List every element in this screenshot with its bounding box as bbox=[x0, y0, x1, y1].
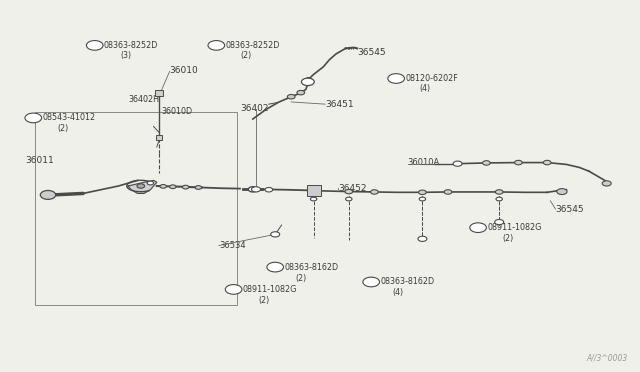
Text: 36402: 36402 bbox=[241, 105, 269, 113]
Circle shape bbox=[363, 277, 380, 287]
Text: B: B bbox=[394, 74, 399, 83]
Circle shape bbox=[147, 181, 154, 185]
Circle shape bbox=[195, 186, 202, 189]
Circle shape bbox=[470, 223, 486, 232]
Circle shape bbox=[444, 190, 452, 194]
Circle shape bbox=[419, 190, 426, 195]
Text: (2): (2) bbox=[240, 51, 252, 60]
Circle shape bbox=[495, 219, 504, 225]
Circle shape bbox=[371, 190, 378, 194]
Circle shape bbox=[310, 197, 317, 201]
Circle shape bbox=[496, 197, 502, 201]
Polygon shape bbox=[128, 180, 157, 193]
Text: 36402H: 36402H bbox=[128, 95, 159, 104]
Text: A//3^0003: A//3^0003 bbox=[586, 354, 627, 363]
Text: (2): (2) bbox=[58, 124, 69, 133]
Text: N: N bbox=[475, 223, 481, 232]
Bar bbox=[155, 90, 163, 96]
Text: (2): (2) bbox=[258, 296, 269, 305]
Text: N: N bbox=[230, 285, 237, 294]
Text: 08911-1082G: 08911-1082G bbox=[243, 285, 297, 294]
Circle shape bbox=[248, 187, 257, 192]
Text: 08543-41012: 08543-41012 bbox=[42, 113, 95, 122]
Text: S: S bbox=[31, 113, 36, 122]
Text: 36534: 36534 bbox=[219, 241, 246, 250]
Circle shape bbox=[86, 41, 103, 50]
Text: (4): (4) bbox=[419, 84, 430, 93]
Circle shape bbox=[543, 160, 551, 165]
Text: (3): (3) bbox=[120, 51, 131, 60]
Text: 08363-8162D: 08363-8162D bbox=[380, 278, 435, 286]
Text: 36011: 36011 bbox=[26, 156, 54, 165]
Text: 08911-1082G: 08911-1082G bbox=[487, 223, 541, 232]
Circle shape bbox=[287, 94, 295, 99]
Text: S: S bbox=[369, 278, 374, 286]
Text: S: S bbox=[273, 263, 278, 272]
Circle shape bbox=[345, 189, 353, 194]
Circle shape bbox=[252, 187, 260, 192]
Circle shape bbox=[267, 262, 284, 272]
Bar bbox=[156, 135, 162, 140]
Text: (4): (4) bbox=[392, 288, 403, 297]
Text: 36010D: 36010D bbox=[162, 107, 193, 116]
Text: 36545: 36545 bbox=[556, 205, 584, 214]
Text: 36545: 36545 bbox=[357, 48, 386, 57]
Circle shape bbox=[182, 185, 189, 189]
Circle shape bbox=[301, 78, 314, 86]
Circle shape bbox=[557, 189, 567, 195]
Circle shape bbox=[297, 90, 305, 95]
Circle shape bbox=[346, 197, 352, 201]
Circle shape bbox=[170, 185, 176, 189]
Text: 08363-8252D: 08363-8252D bbox=[225, 41, 280, 50]
Circle shape bbox=[25, 113, 42, 123]
Text: S: S bbox=[214, 41, 219, 50]
Text: (2): (2) bbox=[502, 234, 514, 243]
Circle shape bbox=[515, 160, 522, 165]
Text: 08363-8252D: 08363-8252D bbox=[104, 41, 158, 50]
Text: 36451: 36451 bbox=[325, 100, 354, 109]
Text: 08363-8162D: 08363-8162D bbox=[284, 263, 339, 272]
Circle shape bbox=[137, 184, 145, 188]
Text: 36010A: 36010A bbox=[408, 158, 440, 167]
Bar bbox=[35, 112, 237, 305]
Circle shape bbox=[271, 232, 280, 237]
Circle shape bbox=[419, 197, 426, 201]
Circle shape bbox=[265, 187, 273, 192]
Circle shape bbox=[483, 161, 490, 165]
Circle shape bbox=[418, 236, 427, 241]
Circle shape bbox=[225, 285, 242, 294]
Text: S: S bbox=[92, 41, 97, 50]
Text: 08120-6202F: 08120-6202F bbox=[405, 74, 458, 83]
Text: 36010: 36010 bbox=[170, 66, 198, 75]
Circle shape bbox=[495, 190, 503, 194]
Text: (2): (2) bbox=[296, 274, 307, 283]
Circle shape bbox=[160, 185, 166, 188]
Circle shape bbox=[388, 74, 404, 83]
Text: B: B bbox=[305, 77, 310, 86]
Circle shape bbox=[208, 41, 225, 50]
Circle shape bbox=[40, 190, 56, 199]
Bar bbox=[307, 185, 321, 196]
Circle shape bbox=[453, 161, 462, 166]
Text: 36452: 36452 bbox=[338, 185, 367, 193]
Circle shape bbox=[602, 181, 611, 186]
